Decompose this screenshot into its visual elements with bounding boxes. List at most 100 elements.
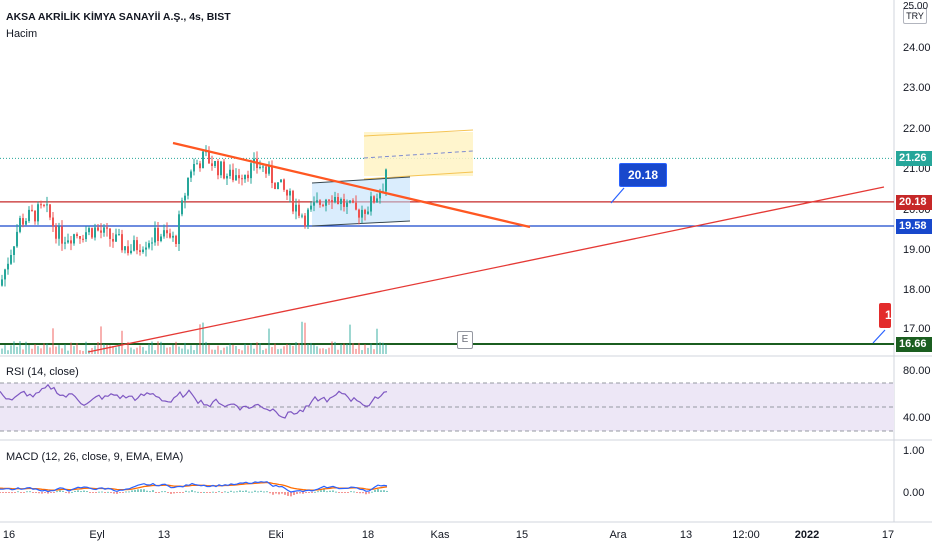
currency-button[interactable]: TRY bbox=[903, 8, 927, 24]
macd-histogram-bar bbox=[110, 492, 112, 493]
volume-bar bbox=[169, 347, 171, 354]
candle-body bbox=[226, 176, 228, 179]
candle-body bbox=[358, 209, 360, 218]
candle-body bbox=[31, 209, 33, 211]
volume-bar bbox=[229, 343, 231, 354]
volume-bar bbox=[97, 342, 99, 354]
macd-histogram-bar bbox=[257, 491, 259, 493]
candle-body bbox=[46, 204, 48, 206]
time-tick: Eki bbox=[268, 529, 284, 541]
price-tick: 21.00 bbox=[903, 163, 931, 175]
volume-bar bbox=[202, 322, 204, 354]
candle-body bbox=[265, 166, 267, 174]
candle-body bbox=[250, 163, 252, 179]
candle-body bbox=[124, 246, 126, 251]
volume-bar bbox=[148, 343, 150, 354]
symbol-title[interactable]: AKSA AKRİLİK KİMYA SANAYİİ A.Ş., 4s, BIS… bbox=[6, 11, 231, 23]
volume-bar bbox=[43, 343, 45, 354]
earnings-event-marker[interactable]: E bbox=[457, 331, 473, 349]
price-tick: 24.00 bbox=[903, 42, 931, 54]
volume-bar bbox=[190, 345, 192, 354]
macd-histogram-bar bbox=[311, 492, 313, 493]
volume-bar bbox=[382, 342, 384, 354]
candle-body bbox=[331, 200, 333, 203]
macd-histogram-bar bbox=[176, 492, 178, 493]
macd-histogram-bar bbox=[8, 492, 10, 493]
candle-body bbox=[166, 230, 168, 234]
macd-label[interactable]: MACD (12, 26, close, 9, EMA, EMA) bbox=[6, 451, 184, 463]
volume-bar bbox=[310, 342, 312, 354]
macd-histogram-bar bbox=[290, 492, 292, 497]
volume-bar bbox=[247, 345, 249, 354]
macd-histogram-bar bbox=[296, 492, 298, 495]
volume-bar bbox=[328, 347, 330, 354]
volume-bar bbox=[130, 347, 132, 354]
volume-bar bbox=[373, 349, 375, 354]
candle-body bbox=[385, 169, 387, 192]
candle-body bbox=[292, 190, 294, 212]
candle-body bbox=[364, 209, 366, 214]
candle-body bbox=[94, 227, 96, 238]
candle-body bbox=[157, 227, 159, 241]
macd-histogram-bar bbox=[371, 491, 373, 493]
candle-body bbox=[16, 231, 18, 247]
volume-bar bbox=[187, 349, 189, 354]
macd-histogram-bar bbox=[332, 490, 334, 492]
macd-histogram-bar bbox=[119, 492, 121, 493]
macd-histogram-bar bbox=[143, 489, 145, 492]
candle-body bbox=[145, 247, 147, 250]
volume-bar bbox=[223, 347, 225, 354]
volume-bar bbox=[250, 343, 252, 354]
candle-body bbox=[112, 238, 114, 242]
last-price-tag: 21.26 bbox=[896, 151, 932, 166]
macd-histogram-bar bbox=[17, 491, 19, 493]
macd-histogram-bar bbox=[218, 491, 220, 493]
price-callout-red[interactable]: 1 bbox=[879, 303, 891, 328]
volume-bar bbox=[1, 348, 3, 354]
candle-body bbox=[295, 204, 297, 212]
volume-bar bbox=[235, 346, 237, 354]
candle-body bbox=[241, 178, 243, 180]
macd-histogram-bar bbox=[350, 491, 352, 493]
macd-histogram-bar bbox=[0, 492, 1, 494]
rsi-label[interactable]: RSI (14, close) bbox=[6, 366, 79, 378]
volume-bar bbox=[124, 349, 126, 354]
candle-body bbox=[109, 228, 111, 239]
candle-body bbox=[214, 161, 216, 167]
time-tick: Eyl bbox=[89, 529, 105, 541]
volume-bar bbox=[325, 349, 327, 354]
macd-histogram-bar bbox=[335, 491, 337, 493]
macd-histogram-bar bbox=[242, 490, 244, 492]
volume-bar bbox=[208, 344, 210, 354]
candle-body bbox=[7, 263, 9, 270]
volume-bar bbox=[139, 345, 141, 354]
macd-histogram-bar bbox=[359, 492, 361, 494]
candle-body bbox=[319, 200, 321, 205]
macd-histogram-bar bbox=[80, 491, 82, 493]
descending-trendline bbox=[172, 141, 531, 229]
macd-histogram-bar bbox=[107, 491, 109, 493]
volume-bar bbox=[25, 341, 27, 354]
volume-bar bbox=[19, 341, 21, 354]
candle-body bbox=[103, 227, 105, 233]
time-tick: 2022 bbox=[794, 529, 820, 541]
volume-bar bbox=[31, 348, 33, 354]
price-callout-blue[interactable]: 20.18 bbox=[619, 163, 667, 187]
volume-bar bbox=[322, 348, 324, 354]
volume-bar bbox=[70, 342, 72, 354]
candle-body bbox=[277, 182, 279, 190]
macd-histogram-bar bbox=[263, 491, 265, 493]
candle-body bbox=[79, 236, 81, 239]
macd-histogram-bar bbox=[56, 491, 58, 493]
candle-body bbox=[379, 192, 381, 199]
macd-tick: 0.00 bbox=[903, 487, 925, 499]
price-tick: 22.00 bbox=[903, 123, 931, 135]
candle-body bbox=[370, 196, 372, 212]
volume-bar bbox=[196, 344, 198, 354]
volume-bar bbox=[13, 341, 15, 354]
candle-body bbox=[151, 242, 153, 244]
volume-bar bbox=[343, 343, 345, 354]
price-tick: 17.00 bbox=[903, 323, 931, 335]
candle-body bbox=[190, 171, 192, 178]
